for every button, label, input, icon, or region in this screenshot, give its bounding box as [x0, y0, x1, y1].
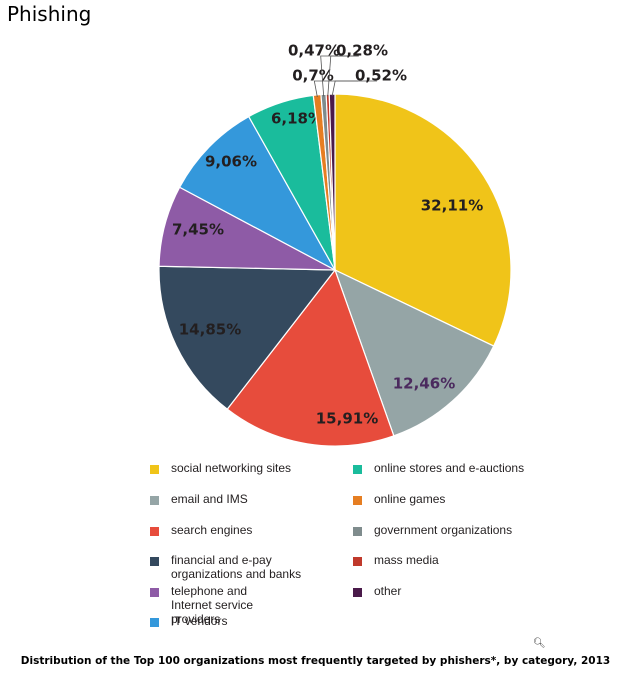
- legend-item: IT vendors: [150, 614, 350, 628]
- legend-label: other: [374, 584, 402, 598]
- legend-label: mass media: [374, 553, 439, 567]
- legend-swatch: [150, 527, 159, 536]
- legend-swatch: [150, 465, 159, 474]
- legend-item: other: [353, 584, 553, 598]
- pie-slice-1: [333, 268, 495, 437]
- slice-label-1: 12,46%: [393, 375, 455, 393]
- legend-item: mass media: [353, 553, 553, 567]
- pie-chart: 32,11% 12,46% 15,91% 14,85% 7,45% 9,06% 6,18% 0…: [158, 42, 512, 447]
- legend-label: government organizations: [374, 523, 513, 537]
- legend-label: social networking sites: [171, 461, 292, 475]
- legend-label: telephone and Internet service providers: [171, 584, 254, 626]
- slice-label-8: 0,47%: [288, 42, 340, 60]
- slice-label-9: 0,28%: [336, 42, 388, 60]
- slice-label-6: 6,18%: [271, 110, 323, 128]
- leader-line-10: [331, 80, 377, 97]
- legend-swatch: [353, 496, 362, 505]
- legend-label: email and IMS: [171, 492, 248, 506]
- zoom-in-icon[interactable]: 🔍︎: [533, 638, 546, 649]
- legend-label: online games: [374, 492, 446, 506]
- legend-item: online stores and e-auctions: [353, 461, 553, 475]
- legend-item: government organizations: [353, 523, 553, 537]
- pie-slice-10: [328, 93, 336, 271]
- legend-swatch: [353, 588, 362, 597]
- legend-swatch: [353, 465, 362, 474]
- slice-label-10: 0,52%: [355, 67, 407, 85]
- pie-slice-5: [178, 115, 337, 272]
- legend-label: IT vendors: [171, 614, 228, 628]
- pie-slice-3: [158, 265, 337, 411]
- page-title: Phishing: [7, 2, 92, 26]
- legend-label: online stores and e-auctions: [374, 461, 525, 475]
- leader-line-9: [327, 55, 358, 97]
- pie-slice-2: [226, 268, 395, 447]
- slice-label-0: 32,11%: [421, 197, 483, 215]
- legend-label: financial and e-pay organizations and ba…: [171, 553, 302, 581]
- pie-slice-0: [334, 93, 512, 347]
- legend-swatch: [150, 618, 159, 627]
- legend-swatch: [150, 557, 159, 566]
- legend-item: search engines: [150, 523, 350, 537]
- legend-label: search engines: [171, 523, 253, 537]
- slice-label-3: 14,85%: [179, 321, 241, 339]
- legend-item: online games: [353, 492, 553, 506]
- legend-item: telephone and Internet service providers: [150, 584, 290, 626]
- legend-swatch: [150, 588, 159, 597]
- legend-item: email and IMS: [150, 492, 350, 506]
- slice-label-2: 15,91%: [316, 410, 378, 428]
- legend-item: social networking sites: [150, 461, 350, 475]
- slice-label-7: 0,7%: [292, 67, 334, 85]
- legend-swatch: [150, 496, 159, 505]
- legend-swatch: [353, 557, 362, 566]
- legend-swatch: [353, 527, 362, 536]
- chart-caption: Distribution of the Top 100 organization…: [20, 655, 611, 667]
- slice-label-5: 9,06%: [205, 153, 257, 171]
- slice-label-4: 7,45%: [172, 221, 224, 239]
- legend-item: financial and e-pay organizations and ba…: [150, 553, 330, 581]
